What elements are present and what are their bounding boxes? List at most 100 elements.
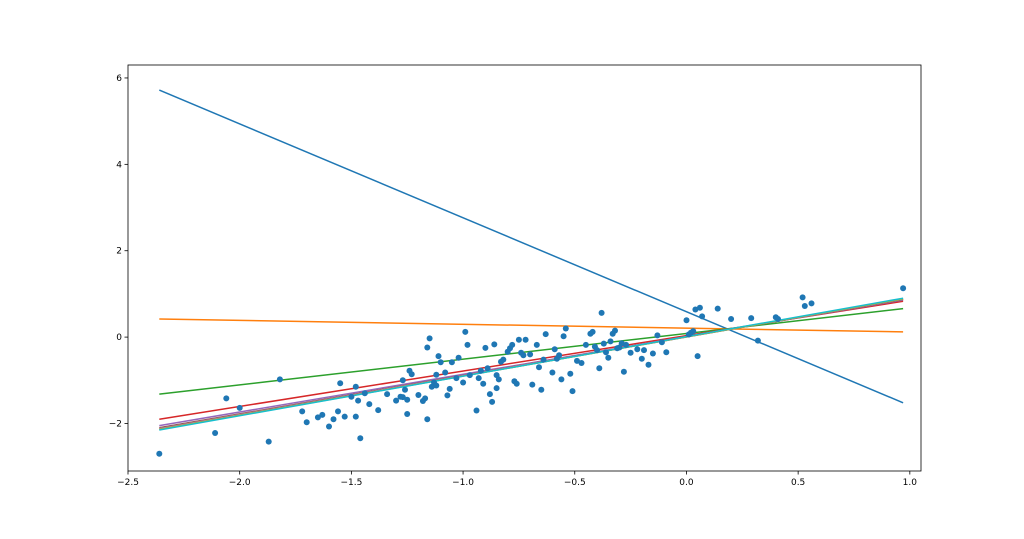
scatter-point (341, 413, 348, 420)
scatter-point (422, 395, 429, 402)
scatter-point (448, 359, 455, 366)
scatter-point (402, 386, 408, 393)
scatter-point (589, 328, 596, 335)
scatter-point (558, 376, 565, 383)
scatter-point (435, 353, 442, 360)
x-tick-label: 0.5 (791, 478, 805, 488)
scatter-point (529, 381, 536, 388)
scatter-point (404, 396, 411, 403)
scatter-point (808, 300, 815, 307)
scatter-point (522, 336, 529, 343)
fit-line-1 (159, 89, 904, 404)
scatter-point (408, 371, 415, 378)
scatter-point (156, 450, 163, 457)
fit-line-2 (159, 318, 904, 333)
scatter-point (562, 325, 569, 332)
scatter-point (596, 365, 603, 372)
scatter-point (473, 407, 480, 414)
scatter-point (352, 413, 359, 420)
scatter-point (366, 401, 373, 408)
scatter-point (658, 339, 665, 346)
scatter-point (355, 397, 362, 404)
scatter-point (276, 376, 283, 383)
scatter-point (460, 379, 467, 386)
scatter-point (393, 397, 400, 404)
x-tick-label: −2.5 (117, 478, 139, 488)
scatter-point (540, 356, 547, 363)
scatter-point (489, 398, 496, 405)
scatter-point (337, 380, 344, 387)
x-tick-label: −1.0 (452, 478, 474, 488)
scatter-point (424, 344, 431, 351)
scatter-point (801, 303, 808, 309)
scatter-point (598, 309, 605, 316)
y-tick-label: −2 (109, 419, 122, 429)
scatter-point (694, 353, 701, 360)
scatter-point (634, 346, 641, 353)
scatter-point (484, 365, 491, 372)
scatter-point (623, 341, 630, 348)
scatter-point (493, 385, 500, 392)
x-tick-label: 0.0 (679, 478, 694, 488)
scatter-point (477, 367, 484, 374)
scatter-point (638, 355, 645, 362)
scatter-point (212, 430, 219, 436)
scatter-point (348, 393, 355, 400)
scatter-point (223, 395, 230, 402)
scatter-point (520, 352, 527, 359)
scatter-point (748, 315, 755, 322)
scatter-point (594, 347, 601, 354)
scatter-point (480, 380, 487, 387)
scatter-point (513, 380, 520, 387)
scatter-point (404, 411, 411, 417)
y-tick-label: 6 (116, 74, 122, 84)
scatter-point (491, 341, 498, 348)
scatter-point (433, 371, 440, 378)
y-tick-label: 2 (116, 247, 122, 257)
scatter-point (627, 349, 634, 356)
scatter-point (714, 305, 721, 312)
scatter-point (375, 407, 382, 414)
scatter-point (605, 354, 612, 361)
x-tick-label: 1.0 (903, 478, 918, 488)
scatter-point (775, 316, 781, 322)
scatter-point (399, 377, 406, 384)
scatter-point (352, 383, 359, 390)
scatter-point (433, 382, 440, 389)
scatter-point (574, 357, 580, 364)
scatter-point (335, 408, 341, 415)
scatter-point (515, 336, 522, 343)
scatter-point (314, 414, 321, 421)
scatter-point (696, 304, 703, 311)
scatter-point (357, 435, 364, 442)
x-axis-ticks: −2.5 −2.0 −1.5 −1.0 −0.5 0.0 0.5 1.0 (117, 471, 917, 488)
scatter-point (399, 394, 406, 401)
scatter-point (569, 388, 576, 395)
scatter-point (641, 347, 647, 354)
scatter-point (578, 360, 585, 366)
scatter-point (482, 344, 489, 351)
scatter-point (326, 423, 332, 430)
scatter-point (424, 416, 431, 423)
scatter-point (533, 341, 540, 348)
scatter-point (509, 341, 516, 348)
scatter-point (560, 333, 567, 340)
scatter-point (728, 316, 735, 322)
y-tick-label: 4 (116, 160, 122, 170)
scatter-point (527, 351, 534, 358)
scatter-point (582, 341, 589, 348)
scatter-point (699, 313, 706, 320)
scatter-point (900, 285, 907, 292)
x-tick-label: −0.5 (564, 478, 586, 488)
scatter-point (495, 376, 502, 383)
scatter-point (542, 331, 549, 338)
scatter-point (486, 391, 493, 398)
scatter-point (603, 349, 609, 356)
scatter-point (442, 369, 449, 376)
scatter-point (330, 416, 337, 423)
scatter-points (156, 285, 907, 457)
axes-frame (127, 64, 922, 472)
scatter-point (620, 368, 627, 375)
scatter-point (466, 372, 473, 379)
